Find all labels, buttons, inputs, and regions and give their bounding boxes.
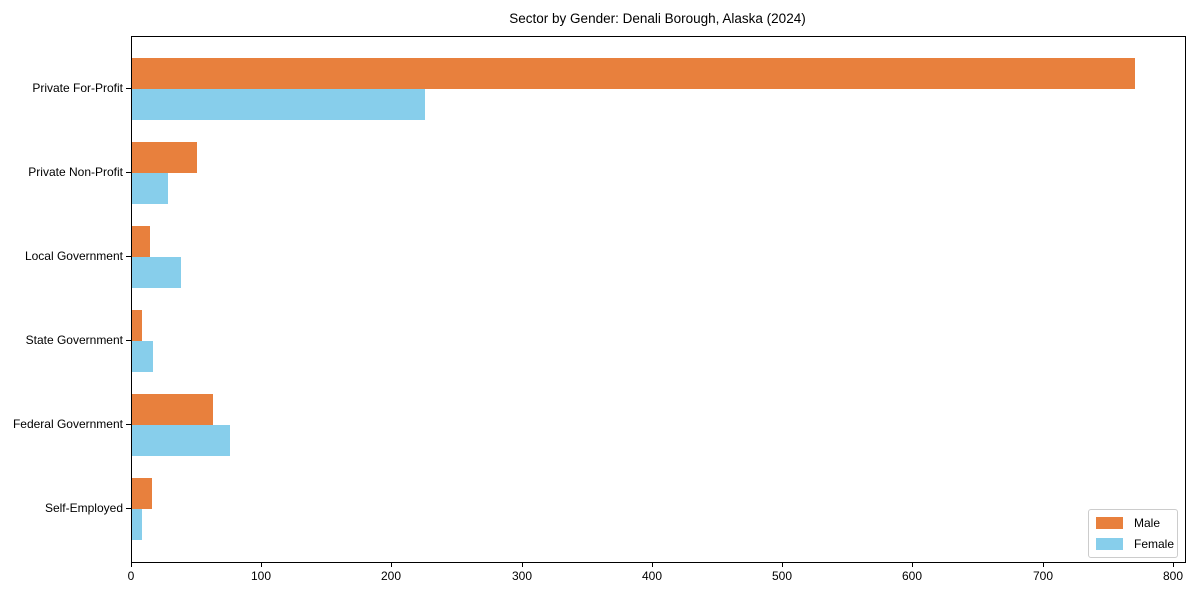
x-tick-label: 300 — [511, 569, 533, 583]
x-tick-label: 600 — [901, 569, 923, 583]
y-tick-mark — [126, 172, 131, 173]
y-tick-label: Private For-Profit — [32, 81, 123, 95]
bar-female-self-employed — [132, 509, 142, 540]
bar-male-local-government — [132, 226, 150, 257]
y-tick-mark — [126, 424, 131, 425]
y-tick-mark — [126, 88, 131, 89]
bar-male-federal-government — [132, 394, 213, 425]
y-tick-mark — [126, 340, 131, 341]
y-tick-label: Federal Government — [12, 417, 123, 431]
bar-male-self-employed — [132, 478, 152, 509]
x-tick-label: 700 — [1032, 569, 1054, 583]
x-tick-label: 500 — [771, 569, 793, 583]
x-tick-mark — [1043, 562, 1044, 567]
x-tick-mark — [912, 562, 913, 567]
x-tick-mark — [131, 562, 132, 567]
x-tick-mark — [652, 562, 653, 567]
female-color-swatch — [1096, 538, 1123, 550]
x-tick-mark — [782, 562, 783, 567]
y-tick-label: Local Government — [24, 249, 123, 263]
y-tick-mark — [126, 508, 131, 509]
bar-female-federal-government — [132, 425, 230, 456]
bar-female-state-government — [132, 341, 153, 372]
bar-female-private-for-profit — [132, 89, 425, 120]
bar-male-private-non-profit — [132, 142, 197, 173]
legend-item-female: Female — [1096, 537, 1174, 551]
legend-label-male: Male — [1134, 516, 1161, 530]
chart-legend: Male Female — [1088, 509, 1178, 558]
x-tick-label: 100 — [250, 569, 272, 583]
y-tick-label: State Government — [25, 333, 123, 347]
x-tick-mark — [1173, 562, 1174, 567]
y-tick-label: Private Non-Profit — [28, 165, 123, 179]
x-tick-label: 200 — [380, 569, 402, 583]
legend-item-male: Male — [1096, 516, 1170, 530]
y-tick-label: Self-Employed — [44, 501, 123, 515]
legend-label-female: Female — [1134, 537, 1175, 551]
x-tick-label: 0 — [127, 569, 135, 583]
chart-title: Sector by Gender: Denali Borough, Alaska… — [509, 11, 806, 26]
x-tick-mark — [391, 562, 392, 567]
chart-plot-area — [131, 36, 1186, 563]
x-tick-label: 400 — [641, 569, 663, 583]
male-color-swatch — [1096, 517, 1123, 529]
bar-male-private-for-profit — [132, 58, 1135, 89]
x-tick-label: 800 — [1162, 569, 1184, 583]
x-tick-mark — [261, 562, 262, 567]
bar-female-local-government — [132, 257, 181, 288]
bar-male-state-government — [132, 310, 142, 341]
bar-female-private-non-profit — [132, 173, 168, 204]
y-tick-mark — [126, 256, 131, 257]
x-tick-mark — [522, 562, 523, 567]
